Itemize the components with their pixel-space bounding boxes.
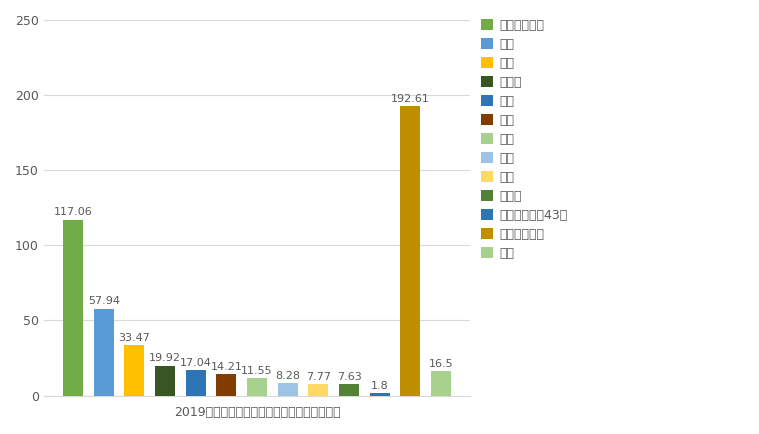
Text: 33.47: 33.47 (118, 333, 150, 343)
Bar (431, 371, 451, 395)
Bar (63, 220, 83, 395)
Bar (400, 106, 420, 395)
Bar (278, 383, 298, 395)
Bar (370, 393, 389, 395)
Bar (155, 366, 175, 395)
Text: 11.55: 11.55 (241, 366, 272, 376)
Text: 14.21: 14.21 (210, 362, 242, 372)
Text: 117.06: 117.06 (54, 207, 93, 217)
Bar (216, 374, 236, 395)
X-axis label: 2019年温室气体排放量（亿吨二氧化碳当量）: 2019年温室气体排放量（亿吨二氧化碳当量） (174, 406, 340, 419)
Text: 17.04: 17.04 (180, 358, 212, 368)
Bar (94, 309, 114, 395)
Text: 192.61: 192.61 (391, 94, 430, 104)
Bar (124, 345, 144, 395)
Bar (308, 384, 329, 395)
Text: 19.92: 19.92 (149, 353, 181, 363)
Text: 7.77: 7.77 (306, 372, 331, 381)
Text: 57.94: 57.94 (88, 296, 120, 306)
Text: 16.5: 16.5 (429, 358, 453, 368)
Bar (339, 384, 359, 395)
Text: 1.8: 1.8 (370, 381, 389, 391)
Bar (247, 378, 267, 395)
Text: 7.63: 7.63 (336, 372, 361, 382)
Text: 8.28: 8.28 (276, 371, 300, 381)
Legend: 中国（大陆）, 美国, 印度, 俄罗斯, 印尼, 巴西, 日本, 伊朗, 德国, 加拿大, 荷兰（排名第43）, 世界其它国家, 壳牌: 中国（大陆）, 美国, 印度, 俄罗斯, 印尼, 巴西, 日本, 伊朗, 德国,… (480, 19, 568, 260)
Bar (186, 370, 206, 395)
